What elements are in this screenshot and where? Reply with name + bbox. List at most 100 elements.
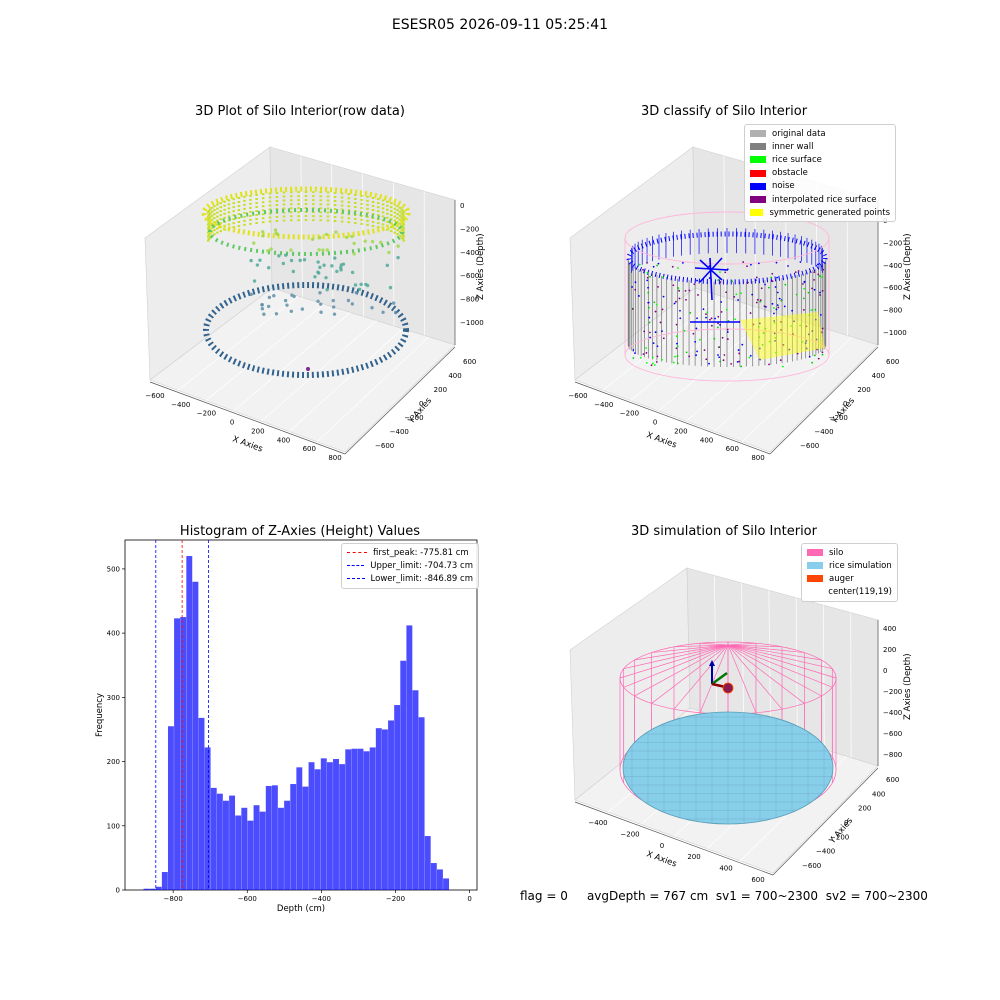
panel4-ylabel: Y Axies [827, 816, 855, 847]
histogram-bar [412, 690, 419, 890]
x-tick-label: 600 [751, 876, 764, 884]
histogram-bar [381, 729, 388, 890]
classified-point [774, 336, 777, 339]
histogram-bar [333, 758, 339, 890]
classified-point [661, 330, 663, 333]
classified-point [774, 351, 777, 354]
z-tick-label: −600 [883, 730, 902, 738]
z-tick-label: 0 [460, 202, 464, 210]
y-tick-label: −600 [800, 442, 819, 450]
histogram-bar [357, 748, 364, 890]
y-tick-label: 0 [844, 819, 848, 827]
classified-point [820, 276, 823, 278]
silo-roof-line [634, 644, 729, 661]
classified-point [717, 322, 720, 325]
data-point [339, 268, 343, 272]
x-tick-label: −600 [238, 895, 257, 903]
data-point [261, 234, 265, 238]
x-tick-label: 0 [467, 895, 471, 903]
classified-point [632, 357, 635, 359]
classified-point [787, 265, 789, 267]
classified-point [672, 361, 675, 364]
data-point [318, 235, 322, 240]
y-tick-label: 100 [107, 822, 120, 830]
legend-entry-symmetric-generated-points: symmetric generated points [750, 206, 890, 219]
classified-point [697, 294, 699, 296]
y-tick-label: 200 [434, 386, 447, 394]
histogram-bar [174, 618, 181, 890]
classified-point [645, 347, 648, 349]
legend-entry-auger: auger [807, 572, 892, 585]
x-tick-label: −400 [594, 401, 613, 409]
classified-point [803, 287, 806, 290]
classified-point [647, 306, 650, 309]
data-point [283, 253, 288, 257]
data-point [330, 264, 334, 268]
classified-point [758, 336, 761, 339]
x-tick-label: 0 [653, 419, 657, 427]
classified-point [788, 348, 791, 351]
classified-point [802, 309, 805, 311]
classified-point [703, 349, 706, 352]
classified-point [771, 280, 774, 283]
classified-point [678, 289, 681, 292]
classified-point [676, 355, 679, 357]
data-point [350, 270, 355, 275]
z-tick-label: −800 [460, 296, 479, 304]
grid-line [823, 605, 825, 750]
classified-point [634, 288, 637, 291]
classified-point [797, 270, 800, 272]
data-point [317, 248, 321, 252]
classified-point [675, 347, 678, 350]
classified-point [643, 330, 646, 333]
x-tick-label: −200 [620, 410, 639, 418]
grid-line [233, 312, 351, 412]
classified-point [813, 271, 816, 274]
data-point [274, 231, 278, 235]
classified-point [721, 336, 724, 339]
data-point [252, 241, 256, 245]
classified-point [675, 335, 678, 338]
y-tick-label: −200 [404, 414, 423, 422]
classified-point [776, 276, 778, 279]
classified-point [770, 276, 773, 279]
classified-point [634, 352, 636, 355]
classified-point [689, 311, 692, 314]
classified-point [758, 347, 761, 350]
classified-point [750, 263, 752, 266]
classified-point [778, 297, 781, 300]
silo-roof-line [623, 644, 729, 670]
y-tick-label: 400 [448, 372, 461, 380]
grid-line [686, 320, 800, 422]
classified-point [717, 279, 720, 281]
classified-point [679, 317, 682, 320]
y-tick-label: −200 [830, 833, 849, 841]
x-tick-label: −200 [386, 895, 405, 903]
classified-point [759, 300, 762, 303]
classified-point [662, 337, 665, 340]
classified-point [684, 289, 687, 292]
panel3-title: Histogram of Z-Axies (Height) Values [179, 524, 421, 539]
silo-roof-line [651, 644, 729, 704]
histogram-bar [388, 720, 394, 890]
classified-point [694, 340, 697, 343]
classified-point [632, 349, 635, 351]
data-point [324, 275, 328, 280]
classified-point [688, 289, 691, 292]
classified-point [759, 358, 762, 361]
histogram-bar [302, 786, 309, 890]
classified-point [634, 281, 637, 284]
classified-point [749, 312, 752, 314]
classified-point [805, 325, 808, 328]
classified-point [776, 291, 779, 294]
silo-roof-line [700, 642, 729, 646]
classified-point [820, 331, 823, 334]
y-tick-label: 0 [843, 400, 847, 408]
classified-point [709, 318, 711, 321]
data-point [300, 307, 305, 311]
y-tick-label: 400 [872, 790, 885, 798]
data-point [316, 299, 320, 303]
classified-point [717, 354, 719, 356]
status-footer: flag = 0 avgDepth = 767 cm sv1 = 700~230… [520, 889, 928, 903]
